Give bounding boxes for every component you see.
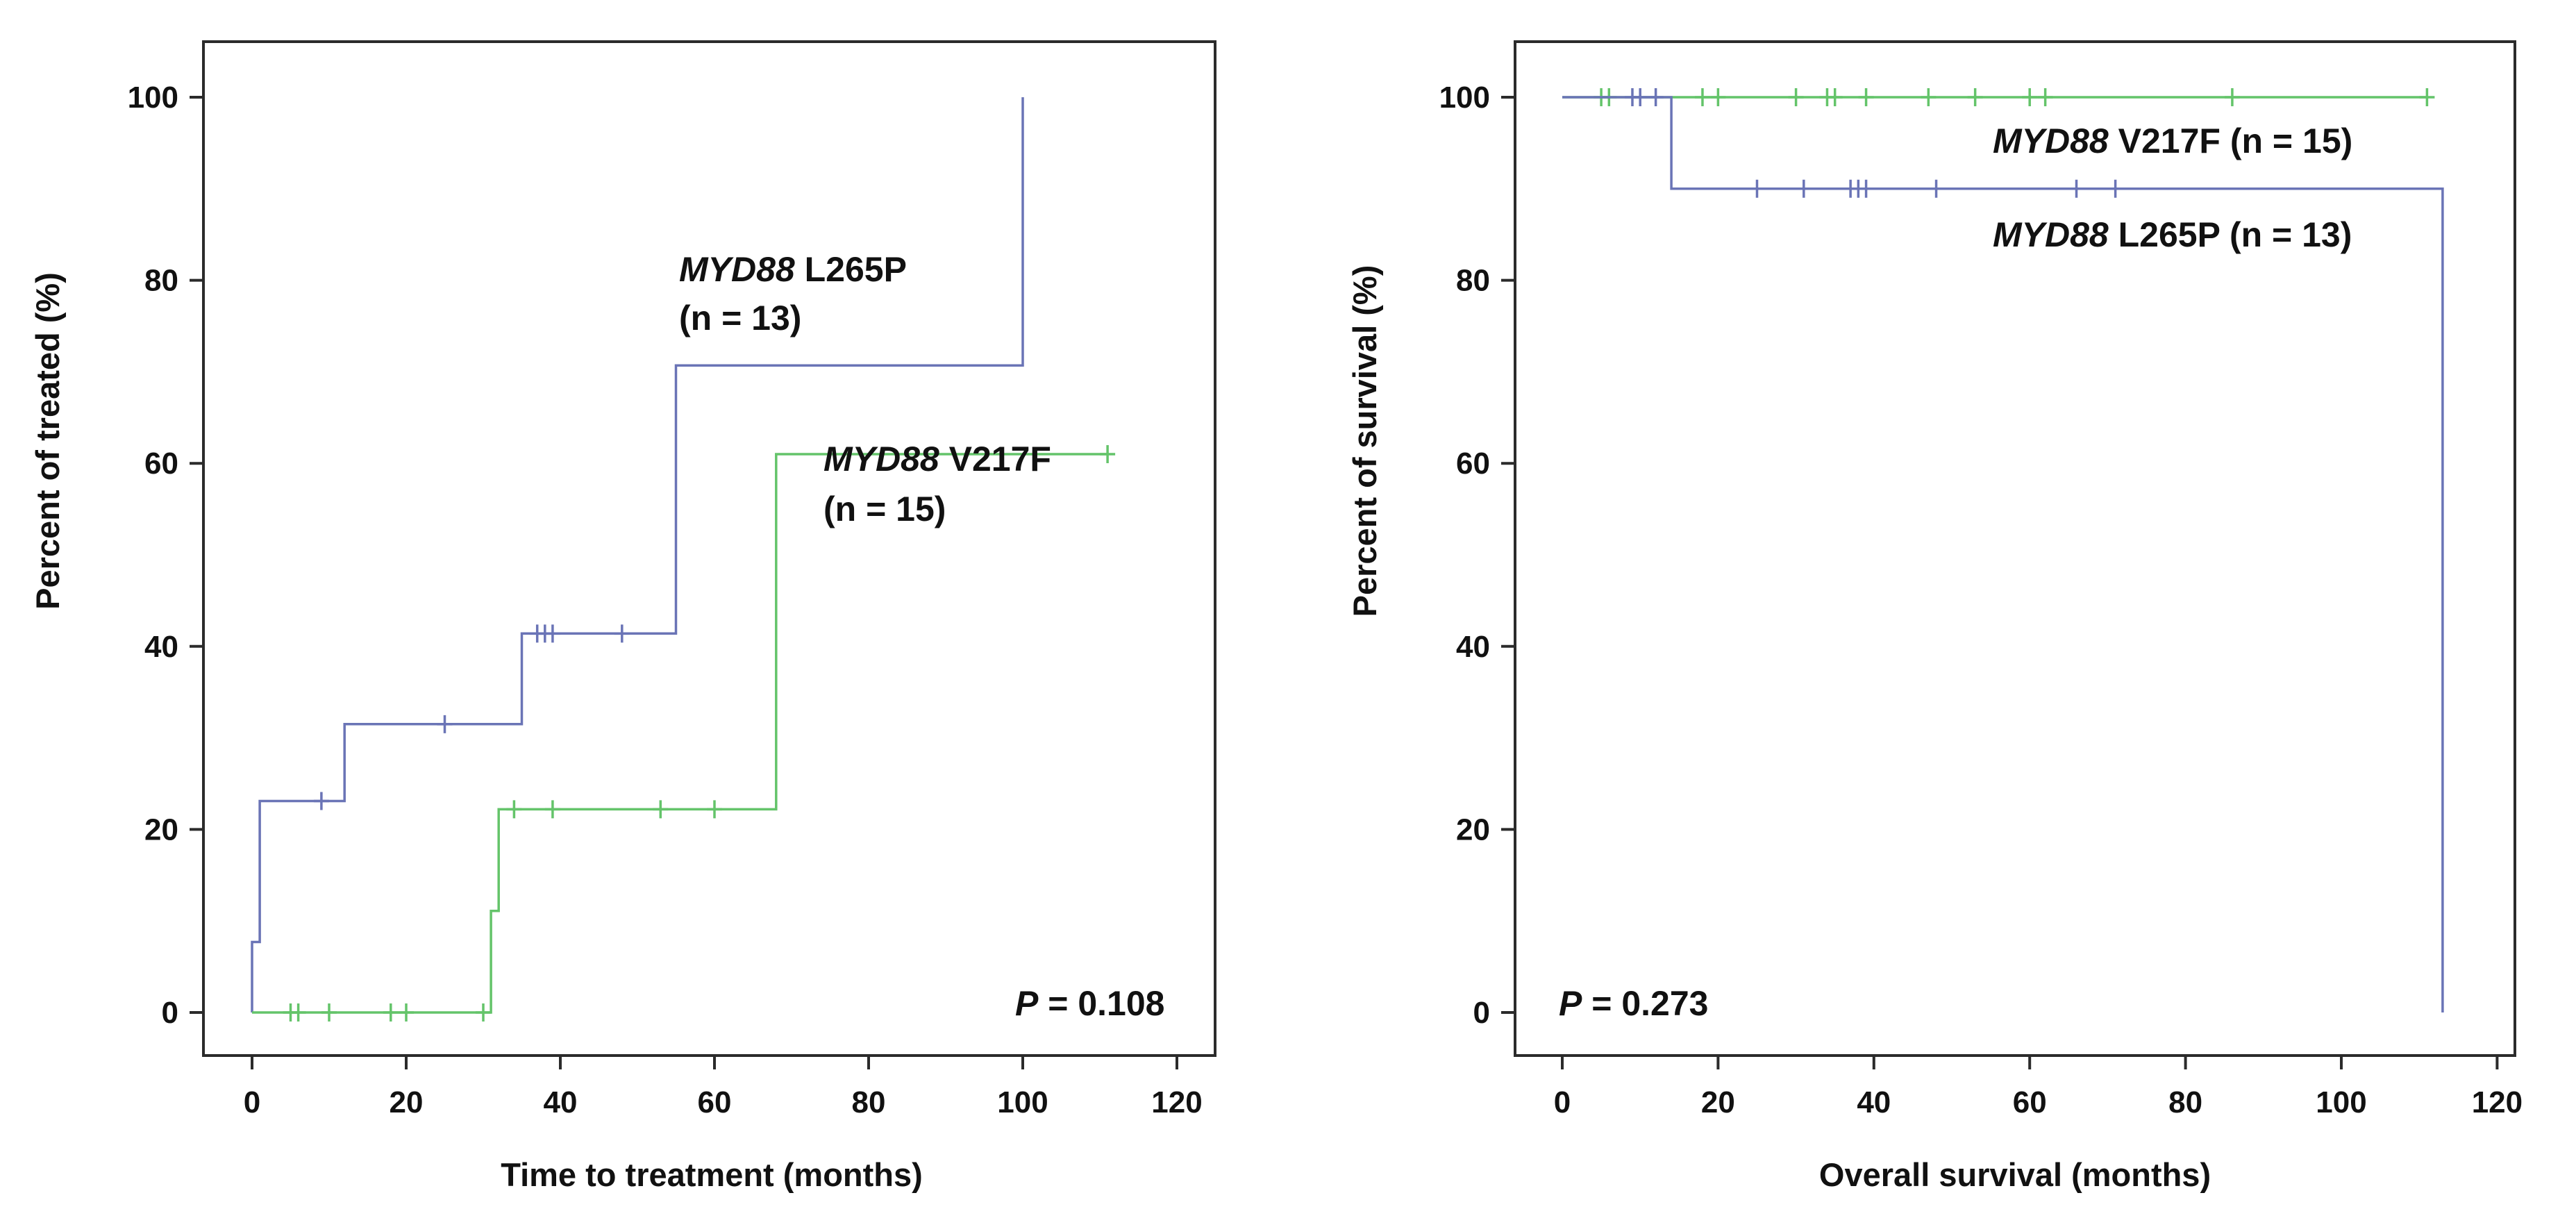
gene-name: MYD88	[823, 440, 939, 478]
legend-l265p-label: MYD88 L265P	[679, 250, 907, 289]
legend-l265p-n: (n = 13)	[679, 299, 801, 337]
x-tick-label: 40	[1857, 1085, 1891, 1119]
legend-l265p-label: MYD88 L265P (n = 13)	[1993, 215, 2352, 254]
variant-name: V217F	[949, 440, 1051, 478]
y-tick-label: 40	[144, 630, 178, 664]
legend-v217f-label: MYD88 V217F	[823, 440, 1051, 478]
censor-mark-v217f	[2022, 88, 2038, 106]
censor-mark-l265p	[313, 792, 329, 810]
tick-marks	[1501, 96, 2499, 1069]
y-tick-label: 60	[144, 447, 178, 481]
variant-name: V217F (n = 15)	[2118, 122, 2353, 160]
y-tick-label: 60	[1456, 447, 1490, 481]
censor-mark-v217f	[383, 1003, 399, 1022]
censor-mark-v217f	[290, 1003, 306, 1022]
censor-mark-v217f	[2224, 88, 2240, 106]
gene-name: MYD88	[1993, 215, 2109, 254]
censor-mark-v217f	[476, 1003, 491, 1022]
x-tick-label: 0	[244, 1085, 260, 1119]
legend-v217f-label: MYD88 V217F (n = 15)	[1993, 122, 2352, 160]
survival-curves	[251, 97, 1116, 1022]
censor-mark-l265p	[1749, 179, 1765, 198]
x-axis-title: Time to treatment (months)	[501, 1156, 923, 1193]
censor-mark-l265p	[1648, 88, 1664, 106]
x-tick-label: 80	[2168, 1085, 2202, 1119]
tick-marks	[190, 96, 1178, 1069]
x-tick-label: 60	[698, 1085, 732, 1119]
censor-mark-l265p	[614, 624, 630, 643]
survival-curves	[1562, 88, 2444, 1012]
legend-v217f-n: (n = 15)	[823, 490, 946, 528]
y-tick-label: 20	[1456, 812, 1490, 847]
censor-mark-v217f	[1710, 88, 1726, 106]
p-value-annotation: P = 0.273	[1559, 984, 1708, 1023]
y-tick-label: 100	[1439, 81, 1490, 115]
km-curve-v217f	[252, 453, 1108, 1014]
censor-mark-v217f	[1967, 88, 1983, 106]
x-tick-label: 80	[852, 1085, 886, 1119]
gene-name: MYD88	[1993, 122, 2109, 160]
y-tick-label: 80	[144, 264, 178, 298]
censor-mark-v217f	[707, 800, 722, 819]
x-tick-label: 20	[390, 1085, 424, 1119]
censor-mark-l265p	[1796, 179, 1812, 198]
y-tick-label: 20	[144, 812, 178, 847]
censor-mark-v217f	[321, 1003, 337, 1022]
gene-name: MYD88	[679, 250, 795, 289]
km-curve-l265p	[251, 97, 1024, 1012]
censor-mark-v217f	[399, 1003, 414, 1022]
x-axis-title: Overall survival (months)	[1819, 1156, 2211, 1193]
y-axis-title: Percent of survival (%)	[1346, 265, 1383, 617]
y-tick-labels: 0 20 40 60 80 100	[1439, 81, 1490, 1030]
x-tick-label: 60	[2013, 1085, 2047, 1119]
censor-mark-v217f	[1827, 88, 1843, 106]
censor-mark-v217f	[1858, 88, 1874, 106]
x-tick-labels: 0 20 40 60 80 100 120	[1554, 1085, 2523, 1119]
censor-mark-v217f	[1788, 88, 1804, 106]
censor-mark-l265p	[1858, 179, 1874, 198]
plot-frame	[202, 40, 1216, 1057]
p-value: = 0.108	[1048, 984, 1164, 1023]
censor-mark-l265p	[437, 715, 453, 733]
variant-name: L265P (n = 13)	[2118, 215, 2352, 254]
x-tick-label: 120	[2472, 1085, 2523, 1119]
plot-frame	[1514, 40, 2516, 1057]
x-tick-label: 100	[997, 1085, 1048, 1119]
censor-mark-l265p	[1632, 88, 1648, 106]
y-tick-label: 100	[128, 81, 178, 115]
censor-mark-v217f	[1100, 445, 1116, 464]
x-tick-label: 40	[544, 1085, 578, 1119]
y-tick-labels: 0 20 40 60 80 100	[128, 81, 178, 1030]
censor-mark-v217f	[506, 800, 522, 819]
y-axis-title: Percent of treated (%)	[29, 272, 66, 610]
x-tick-label: 100	[2316, 1085, 2366, 1119]
x-tick-label: 120	[1151, 1085, 1202, 1119]
censor-mark-v217f	[544, 800, 560, 819]
censor-mark-v217f	[2419, 88, 2435, 106]
p-value: = 0.273	[1591, 984, 1708, 1023]
x-tick-label: 0	[1554, 1085, 1571, 1119]
censor-mark-v217f	[653, 800, 669, 819]
censor-mark-v217f	[2037, 88, 2053, 106]
p-symbol: P	[1559, 984, 1582, 1023]
censor-mark-l265p	[544, 624, 560, 643]
y-tick-label: 0	[1473, 996, 1490, 1030]
y-tick-label: 0	[162, 996, 178, 1030]
panel-overall-survival: 0 20 40 60 80 100 120 0 20 40 60 80 100 Overall sur…	[1346, 40, 2523, 1193]
censor-mark-v217f	[1921, 88, 1937, 106]
y-tick-label: 40	[1456, 630, 1490, 664]
panel-time-to-treatment: 0 20 40 60 80 100 120 0 20 40 60 80 100 Time to tre…	[29, 40, 1216, 1193]
p-symbol: P	[1015, 984, 1039, 1023]
x-tick-label: 20	[1701, 1085, 1735, 1119]
y-tick-label: 80	[1456, 264, 1490, 298]
p-value-annotation: P = 0.108	[1015, 984, 1164, 1023]
censor-mark-l265p	[1928, 179, 1944, 198]
censor-mark-v217f	[1694, 88, 1710, 106]
variant-name: L265P	[805, 250, 907, 289]
censor-mark-l265p	[2068, 179, 2084, 198]
x-tick-labels: 0 20 40 60 80 100 120	[244, 1085, 1203, 1119]
censor-mark-l265p	[2107, 179, 2123, 198]
